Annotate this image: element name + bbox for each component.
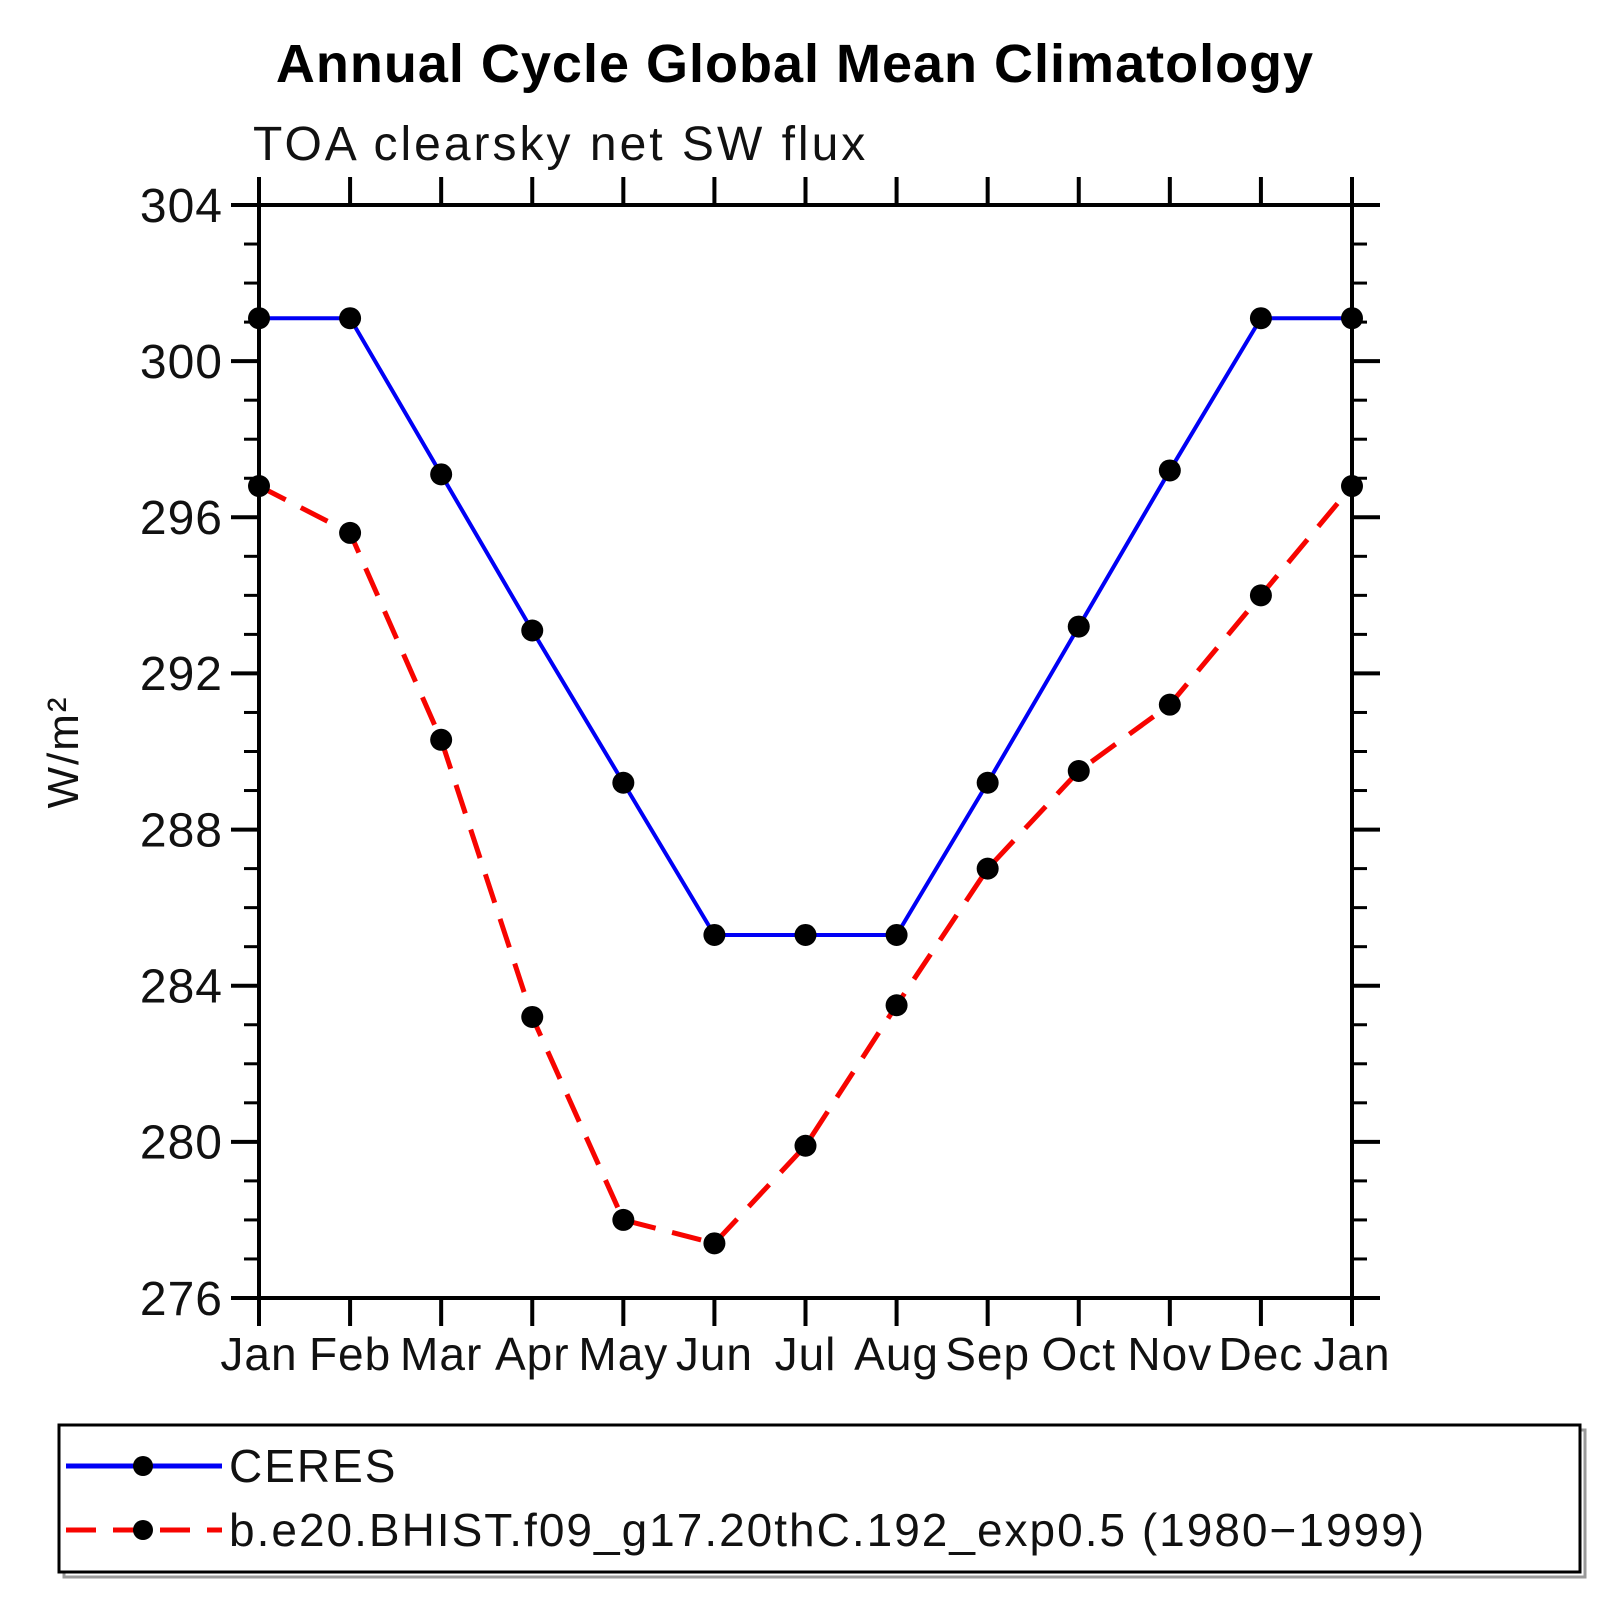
model-line — [257, 483, 1354, 1247]
data-point-marker — [976, 771, 999, 794]
data-point-marker — [976, 857, 999, 880]
data-point-marker — [339, 307, 362, 330]
x-tick-label: Jan — [1313, 1328, 1390, 1380]
data-point-marker — [521, 1005, 544, 1028]
legend-label: CERES — [229, 1440, 397, 1492]
data-point-marker — [1158, 459, 1181, 482]
y-tick-label: 300 — [140, 336, 223, 389]
chart-title: Annual Cycle Global Mean Climatology — [276, 34, 1314, 94]
data-point-marker — [794, 1134, 817, 1157]
data-point-marker — [521, 619, 544, 642]
legend-label: b.e20.BHIST.f09_g17.20thC.192_exp0.5 (19… — [229, 1504, 1426, 1556]
data-point-marker — [1067, 760, 1090, 783]
data-point-marker — [1341, 307, 1363, 330]
ceres-line — [259, 316, 1352, 937]
x-tick-label: Mar — [400, 1328, 482, 1380]
data-point-marker — [248, 307, 270, 330]
legend-marker — [133, 1456, 153, 1476]
data-point-marker — [339, 521, 362, 544]
data-point-marker — [1341, 475, 1363, 498]
y-tick-label: 288 — [140, 804, 223, 857]
data-point-marker — [885, 923, 908, 946]
data-point-marker — [612, 1208, 635, 1231]
y-axis-label: W/m² — [39, 695, 88, 808]
y-tick-label: 304 — [140, 180, 223, 233]
legend-marker — [133, 1520, 153, 1540]
data-point-marker — [1249, 584, 1272, 607]
y-tick-label: 280 — [140, 1117, 223, 1170]
x-tick-label: Jun — [676, 1328, 753, 1380]
plot-frame — [257, 203, 1354, 1300]
data-point-marker — [1158, 693, 1181, 716]
data-point-marker — [1067, 615, 1090, 638]
data-series — [248, 307, 1363, 1255]
data-point-marker — [703, 1232, 726, 1255]
x-tick-label: Jul — [775, 1328, 837, 1380]
x-tick-label: May — [578, 1328, 668, 1380]
y-tick-label: 292 — [140, 648, 223, 701]
data-point-marker — [794, 923, 817, 946]
x-tick-label: Sep — [945, 1328, 1030, 1380]
data-point-marker — [885, 994, 908, 1017]
x-tick-label: Oct — [1041, 1328, 1116, 1380]
chart-subtitle: TOA clearsky net SW flux — [253, 118, 868, 171]
y-tick-label: 284 — [140, 961, 223, 1014]
y-tick-label: 276 — [140, 1273, 223, 1326]
legend: CERES b.e20.BHIST.f09_g17.20thC.192_exp0.… — [57, 1423, 1587, 1579]
x-tick-label: Dec — [1219, 1328, 1304, 1380]
y-tick-label: 296 — [140, 492, 223, 545]
legend-box — [57, 1423, 1582, 1574]
data-point-marker — [612, 771, 635, 794]
data-point-marker — [703, 923, 726, 946]
x-tick-label: Jan — [220, 1328, 297, 1380]
data-point-marker — [430, 463, 453, 486]
data-point-marker — [430, 728, 453, 751]
data-point-marker — [1249, 307, 1272, 330]
x-tick-label: Nov — [1127, 1328, 1212, 1380]
x-tick-label: Aug — [854, 1328, 939, 1380]
x-tick-label: Feb — [309, 1328, 391, 1380]
x-tick-label: Apr — [495, 1328, 570, 1380]
data-point-marker — [248, 475, 270, 498]
